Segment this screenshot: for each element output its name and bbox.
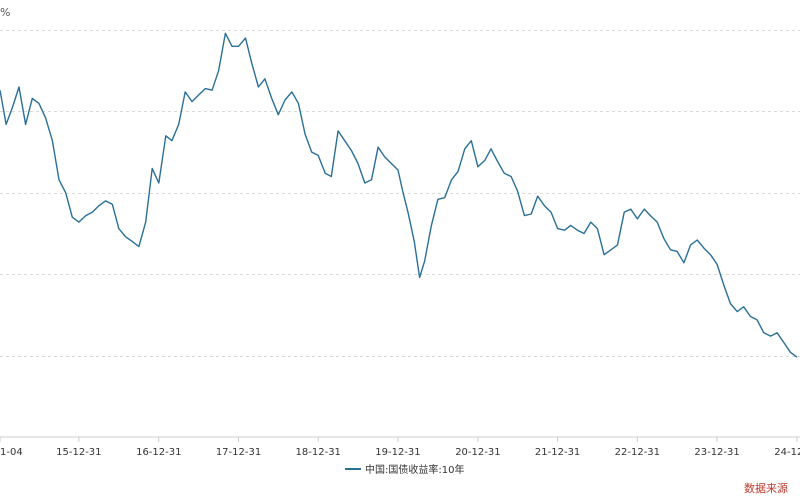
- x-tick-label: 16-12-31: [136, 447, 181, 458]
- x-tick-label: 18-12-31: [296, 447, 341, 458]
- x-tick-label: 24-12-31: [774, 447, 800, 458]
- x-tick-label: 23-12-31: [694, 447, 739, 458]
- y-axis-unit-label: %: [0, 6, 11, 19]
- legend-swatch: [345, 467, 361, 470]
- data-source-label: 数据来源: [744, 482, 788, 495]
- x-tick-label: 15-12-31: [56, 447, 101, 458]
- x-tick-label: 19-12-31: [375, 447, 420, 458]
- gridlines: [0, 30, 800, 357]
- x-axis-ticks: [0, 437, 798, 442]
- x-tick-label: 17-12-31: [216, 447, 261, 458]
- legend-label: 中国:国债收益率:10年: [365, 465, 465, 476]
- x-tick-label: 21-12-31: [535, 447, 580, 458]
- x-axis-labels: 15-01-04 15-12-31 16-12-31 17-12-31 18-12-31…: [0, 447, 800, 458]
- x-tick-label: 15-01-04: [0, 447, 23, 458]
- x-tick-label: 20-12-31: [455, 447, 500, 458]
- legend[interactable]: 中国:国债收益率:10年: [345, 461, 464, 476]
- x-tick-label: 22-12-31: [615, 447, 660, 458]
- series-line: [0, 32, 798, 358]
- series-group: [0, 32, 798, 358]
